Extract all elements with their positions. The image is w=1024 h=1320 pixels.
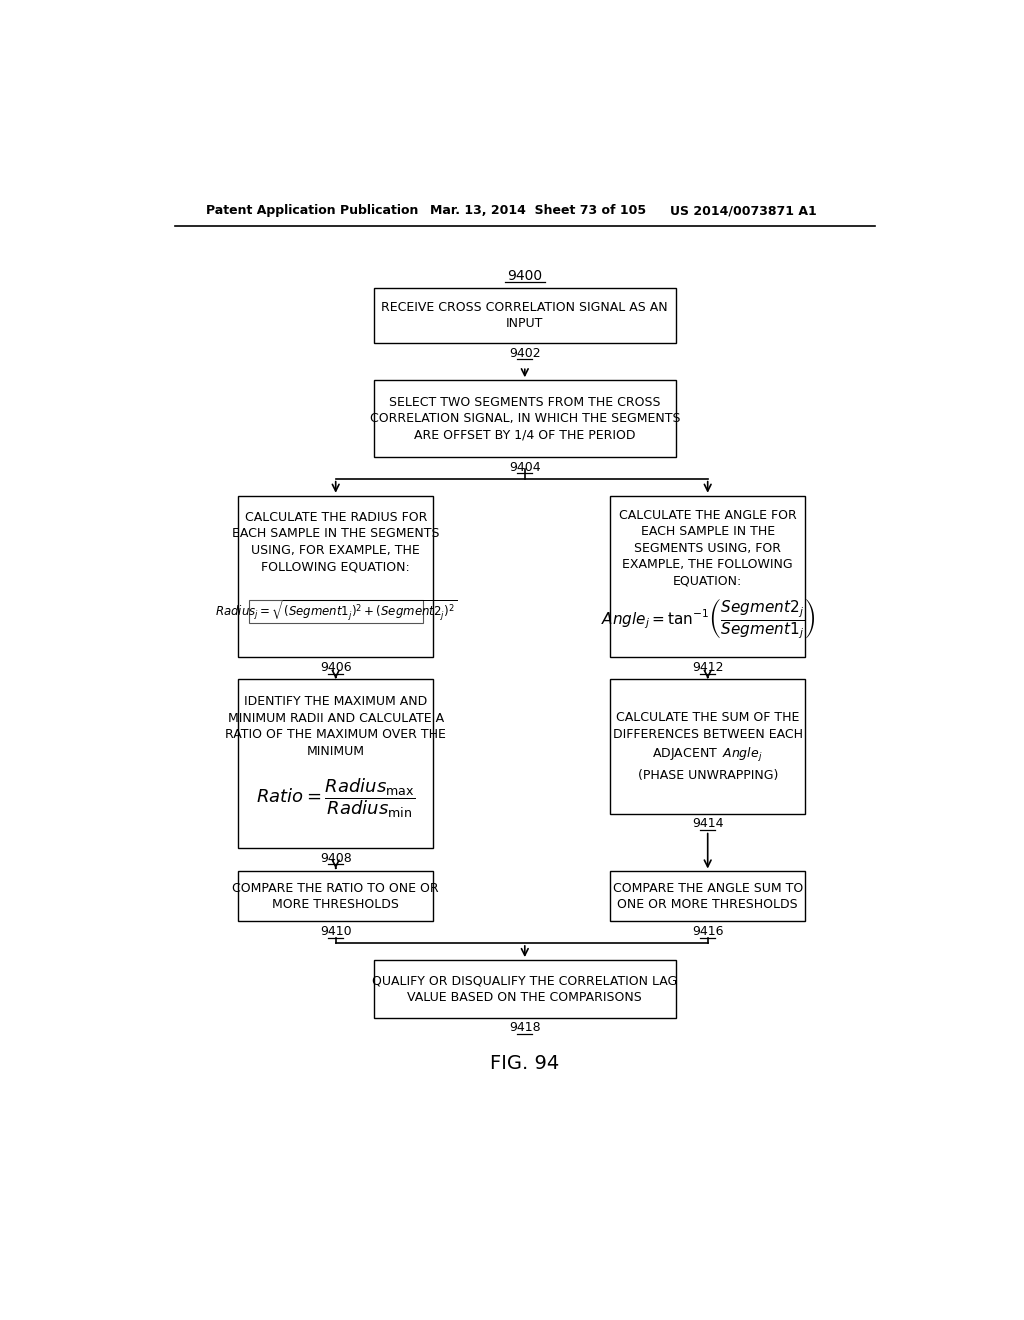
Text: COMPARE THE ANGLE SUM TO
ONE OR MORE THRESHOLDS: COMPARE THE ANGLE SUM TO ONE OR MORE THR… (612, 882, 803, 911)
Text: 9408: 9408 (319, 851, 351, 865)
Text: $Angle_j = \tan^{-1}\!\left(\dfrac{Segment2_j}{Segment1_j}\right)$: $Angle_j = \tan^{-1}\!\left(\dfrac{Segme… (600, 597, 815, 642)
Text: 9412: 9412 (692, 661, 723, 675)
Text: US 2014/0073871 A1: US 2014/0073871 A1 (671, 205, 817, 218)
Text: 9418: 9418 (509, 1022, 541, 1035)
Text: 9404: 9404 (509, 461, 541, 474)
FancyBboxPatch shape (374, 288, 676, 343)
FancyBboxPatch shape (610, 871, 805, 921)
Text: $Radius_j = \sqrt{(Segment1_j)^2 + (Segment2_j)^2}$: $Radius_j = \sqrt{(Segment1_j)^2 + (Segm… (214, 599, 457, 623)
FancyBboxPatch shape (374, 380, 676, 457)
Text: CALCULATE THE RADIUS FOR
EACH SAMPLE IN THE SEGMENTS
USING, FOR EXAMPLE, THE
FOL: CALCULATE THE RADIUS FOR EACH SAMPLE IN … (232, 511, 439, 573)
Text: 9416: 9416 (692, 925, 723, 939)
Text: 9400: 9400 (507, 269, 543, 284)
FancyBboxPatch shape (610, 496, 805, 657)
Text: Mar. 13, 2014  Sheet 73 of 105: Mar. 13, 2014 Sheet 73 of 105 (430, 205, 646, 218)
Text: CALCULATE THE ANGLE FOR
EACH SAMPLE IN THE
SEGMENTS USING, FOR
EXAMPLE, THE FOLL: CALCULATE THE ANGLE FOR EACH SAMPLE IN T… (618, 508, 797, 587)
FancyBboxPatch shape (238, 678, 433, 849)
Text: CALCULATE THE SUM OF THE
DIFFERENCES BETWEEN EACH
ADJACENT  $Angle_j$
(PHASE UNW: CALCULATE THE SUM OF THE DIFFERENCES BET… (612, 710, 803, 781)
Text: SELECT TWO SEGMENTS FROM THE CROSS
CORRELATION SIGNAL, IN WHICH THE SEGMENTS
ARE: SELECT TWO SEGMENTS FROM THE CROSS CORRE… (370, 396, 680, 442)
Text: COMPARE THE RATIO TO ONE OR
MORE THRESHOLDS: COMPARE THE RATIO TO ONE OR MORE THRESHO… (232, 882, 439, 911)
FancyBboxPatch shape (610, 678, 805, 813)
Text: FIG. 94: FIG. 94 (490, 1055, 559, 1073)
Text: RECEIVE CROSS CORRELATION SIGNAL AS AN
INPUT: RECEIVE CROSS CORRELATION SIGNAL AS AN I… (382, 301, 668, 330)
FancyBboxPatch shape (249, 599, 423, 623)
Text: 9406: 9406 (319, 661, 351, 675)
Text: 9414: 9414 (692, 817, 723, 830)
Text: IDENTIFY THE MAXIMUM AND
MINIMUM RADII AND CALCULATE A
RATIO OF THE MAXIMUM OVER: IDENTIFY THE MAXIMUM AND MINIMUM RADII A… (225, 696, 446, 758)
FancyBboxPatch shape (238, 871, 433, 921)
Text: Patent Application Publication: Patent Application Publication (206, 205, 418, 218)
Text: $Ratio = \dfrac{Radius_{\max}}{Radius_{\min}}$: $Ratio = \dfrac{Radius_{\max}}{Radius_{\… (256, 776, 416, 820)
Text: 9410: 9410 (319, 925, 351, 939)
Text: QUALIFY OR DISQUALIFY THE CORRELATION LAG
VALUE BASED ON THE COMPARISONS: QUALIFY OR DISQUALIFY THE CORRELATION LA… (372, 974, 678, 1003)
FancyBboxPatch shape (238, 496, 433, 657)
FancyBboxPatch shape (374, 960, 676, 1018)
Text: 9402: 9402 (509, 347, 541, 360)
